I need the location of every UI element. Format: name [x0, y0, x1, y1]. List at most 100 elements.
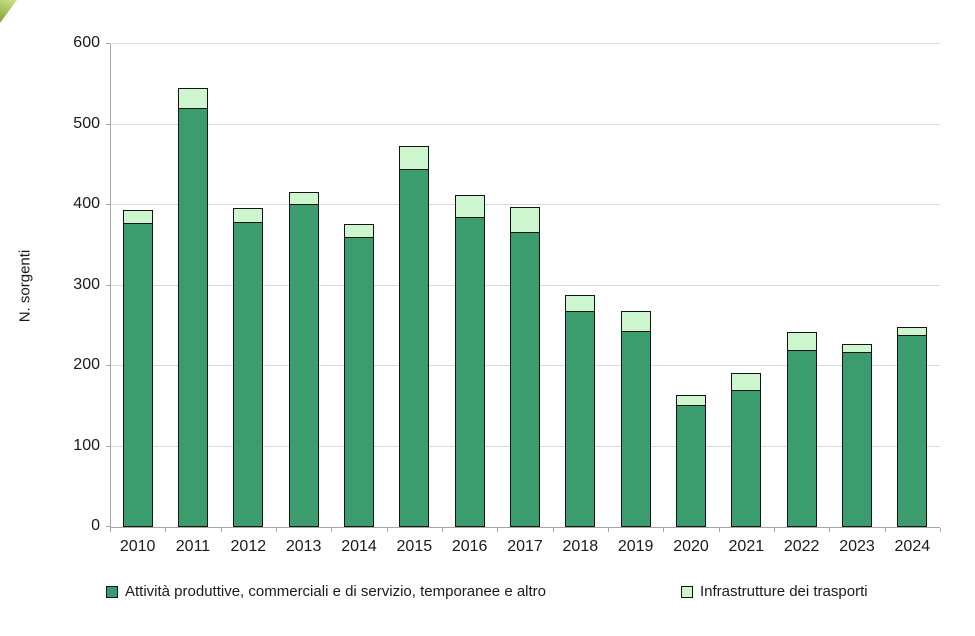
x-axis-label-2011: 2011: [175, 538, 211, 555]
bar-segment-infrastrutture: [178, 88, 208, 109]
bar-segment-attivita: [565, 311, 596, 527]
x-axis-tick: [165, 528, 167, 532]
x-axis-tick: [552, 528, 554, 532]
bar-segment-infrastrutture: [344, 223, 374, 238]
y-axis-tick: [106, 526, 110, 527]
x-axis-line: [110, 527, 940, 528]
bar-group-2012: [233, 208, 264, 527]
bar-segment-attivita: [344, 237, 374, 527]
y-axis-tick: [106, 43, 110, 44]
y-axis-tick-label: 600: [73, 34, 100, 51]
bar-segment-attivita: [676, 404, 706, 527]
bar-segment-attivita: [233, 221, 264, 527]
bar-group-2018: [565, 295, 596, 527]
x-axis-tick: [386, 528, 388, 532]
x-axis-tick: [663, 528, 665, 532]
legend-swatch-light-green: [681, 585, 693, 598]
x-axis-label-2013: 2013: [285, 538, 322, 555]
legend-item-attivita: Attività produttive, commerciali e di se…: [106, 583, 546, 600]
y-axis-tick-label: 400: [73, 195, 100, 212]
bar-segment-infrastrutture: [676, 394, 706, 405]
gridline: [110, 204, 940, 205]
bar-group-2021: [731, 373, 762, 527]
x-axis-label-2015: 2015: [396, 538, 433, 555]
bar-segment-attivita: [842, 351, 872, 527]
y-axis-tick: [106, 365, 110, 366]
bar-group-2019: [620, 311, 651, 527]
bar-segment-attivita: [897, 335, 928, 527]
y-axis-title: N. sorgenti: [16, 249, 34, 323]
bar-segment-infrastrutture: [510, 206, 540, 233]
y-axis-tick-label: 200: [73, 356, 100, 373]
y-axis-tick: [106, 445, 110, 447]
x-axis-label-2017: 2017: [507, 538, 543, 555]
legend-item-infrastrutture: Infrastrutture dei trasporti: [681, 583, 868, 600]
legend-swatch-dark-green: [106, 585, 118, 598]
bar-segment-attivita: [178, 108, 208, 527]
bar-segment-attivita: [620, 331, 651, 527]
bar-segment-infrastrutture: [786, 332, 817, 350]
x-axis-label-2012: 2012: [230, 538, 267, 555]
x-axis-label-2014: 2014: [341, 538, 377, 555]
bar-segment-infrastrutture: [842, 344, 872, 352]
bar-group-2016: [454, 194, 485, 527]
bar-segment-attivita: [731, 390, 762, 527]
bar-group-2020: [676, 394, 706, 527]
bar-group-2017: [510, 206, 540, 527]
bar-group-2023: [842, 344, 872, 527]
bar-segment-attivita: [510, 232, 540, 527]
x-axis-tick: [718, 528, 720, 532]
x-axis-label-2020: 2020: [673, 538, 709, 555]
y-axis-tick-label: 100: [73, 436, 100, 454]
x-axis-label-2019: 2019: [617, 538, 654, 555]
gridline: [110, 43, 940, 44]
bar-group-2015: [399, 146, 430, 527]
x-axis-tick: [774, 528, 775, 532]
bar-group-2022: [786, 332, 817, 527]
bar-segment-infrastrutture: [620, 311, 651, 332]
y-axis-tick: [106, 204, 110, 205]
x-axis-tick: [940, 528, 941, 532]
bar-segment-attivita: [288, 204, 319, 527]
legend-label: Infrastrutture dei trasporti: [700, 583, 868, 600]
x-axis-tick: [829, 528, 831, 532]
x-axis-label-2023: 2023: [839, 538, 875, 555]
bar-segment-infrastrutture: [122, 209, 153, 223]
bar-group-2010: [122, 209, 153, 527]
bar-segment-attivita: [122, 222, 153, 527]
x-axis-label-2024: 2024: [894, 538, 931, 555]
corner-fold-decoration-icon: [0, 0, 17, 23]
x-axis-tick: [110, 528, 111, 532]
y-axis-tick: [106, 123, 110, 125]
y-axis-tick-label: 0: [91, 517, 100, 534]
bar-segment-infrastrutture: [731, 373, 762, 391]
legend-label: Attività produttive, commerciali e di se…: [125, 583, 547, 600]
bar-segment-attivita: [399, 168, 430, 527]
gridline: [110, 123, 940, 125]
bar-group-2011: [178, 88, 208, 527]
x-axis-label-2022: 2022: [783, 538, 820, 555]
x-axis-tick: [497, 528, 499, 532]
bar-segment-infrastrutture: [233, 208, 264, 222]
y-axis-tick-label: 300: [73, 275, 100, 293]
y-axis-tick-label: 500: [73, 114, 100, 132]
bar-group-2014: [344, 223, 374, 527]
x-axis-tick: [608, 528, 609, 532]
x-axis-label-2021: 2021: [728, 538, 765, 555]
bar-segment-infrastrutture: [399, 146, 430, 169]
x-axis-tick: [331, 528, 333, 532]
x-axis-tick: [276, 528, 277, 532]
bar-segment-infrastrutture: [565, 295, 596, 312]
bar-segment-attivita: [454, 217, 485, 527]
x-axis-label-2010: 2010: [119, 538, 156, 555]
y-axis-line: [110, 44, 111, 527]
x-axis-label-2016: 2016: [451, 538, 488, 555]
y-axis-tick: [106, 284, 110, 286]
bar-segment-infrastrutture: [897, 327, 928, 336]
x-axis-tick: [884, 528, 886, 532]
bar-segment-attivita: [786, 349, 817, 527]
bar-group-2024: [897, 327, 928, 527]
x-axis-tick: [442, 528, 443, 532]
x-axis-tick: [220, 528, 222, 532]
